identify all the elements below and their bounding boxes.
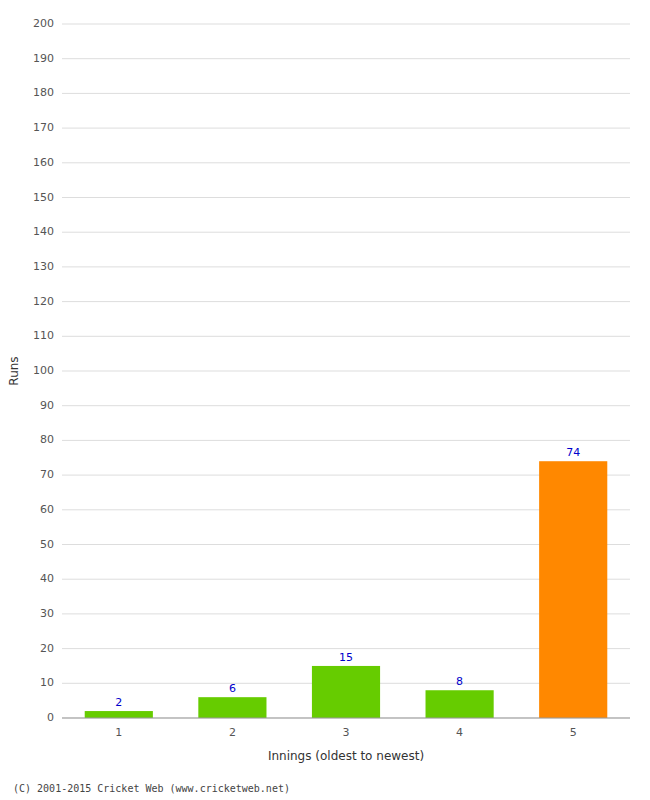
data-label: 6 [229,682,236,695]
y-tick-label: 180 [33,86,54,99]
y-axis: 0 10 20 30 40 50 60 70 80 90 100 110 120 130 140 150 160… [33,17,54,724]
bar [539,461,607,718]
x-tick-label: 1 [115,726,122,739]
y-tick-label: 20 [40,642,54,655]
bar [198,697,266,718]
grid-line [62,718,630,719]
y-tick-label: 40 [40,572,54,585]
grid-line [62,24,630,25]
y-tick-label: 150 [33,191,54,204]
bars [85,461,608,718]
data-label: 15 [339,651,353,664]
x-tick-label: 3 [343,726,350,739]
grid-line [62,405,630,406]
grid-line [62,301,630,302]
x-tick-label: 4 [456,726,463,739]
y-tick-label: 70 [40,468,54,481]
grid-line [62,128,630,129]
y-tick-label: 170 [33,121,54,134]
x-tick-label: 2 [229,726,236,739]
y-tick-label: 90 [40,399,54,412]
y-tick-label: 60 [40,503,54,516]
x-axis: 1 2 3 4 5 [62,718,630,739]
y-tick-label: 80 [40,433,54,446]
y-axis-title: Runs [7,356,21,385]
bar [426,690,494,718]
y-tick-label: 30 [40,607,54,620]
bar [85,711,153,718]
grid-line [62,197,630,198]
y-tick-label: 110 [33,329,54,342]
grid-line [62,93,630,94]
grid-line [62,266,630,267]
data-label: 8 [456,675,463,688]
grid-line [62,440,630,441]
x-axis-title: Innings (oldest to newest) [268,749,424,763]
chart: 0 10 20 30 40 50 60 70 80 90 100 110 120 130 140 150 160… [0,0,650,800]
y-tick-label: 190 [33,52,54,65]
y-tick-label: 120 [33,295,54,308]
grid-line [62,336,630,337]
data-labels: 2 6 15 8 74 [115,446,580,709]
y-tick-label: 10 [40,676,54,689]
grid-line [62,232,630,233]
x-tick-label: 5 [570,726,577,739]
y-tick-label: 0 [47,711,54,724]
grid-line [62,371,630,372]
grid-line [62,58,630,59]
footer: (C) 2001-2015 Cricket Web (www.cricketwe… [13,783,290,794]
grid-line [62,162,630,163]
y-tick-label: 50 [40,538,54,551]
x-axis-line [62,718,630,719]
y-tick-label: 140 [33,225,54,238]
data-label: 2 [115,696,122,709]
y-tick-label: 160 [33,156,54,169]
y-tick-label: 100 [33,364,54,377]
y-tick-label: 200 [33,17,54,30]
page: {"chart_data": {"type": "bar", "categori… [0,0,650,800]
data-label: 74 [566,446,580,459]
grid [62,24,630,718]
bar [312,666,380,718]
chart-container: 0 10 20 30 40 50 60 70 80 90 100 110 120 130 140 150 160… [0,0,650,800]
y-tick-label: 130 [33,260,54,273]
